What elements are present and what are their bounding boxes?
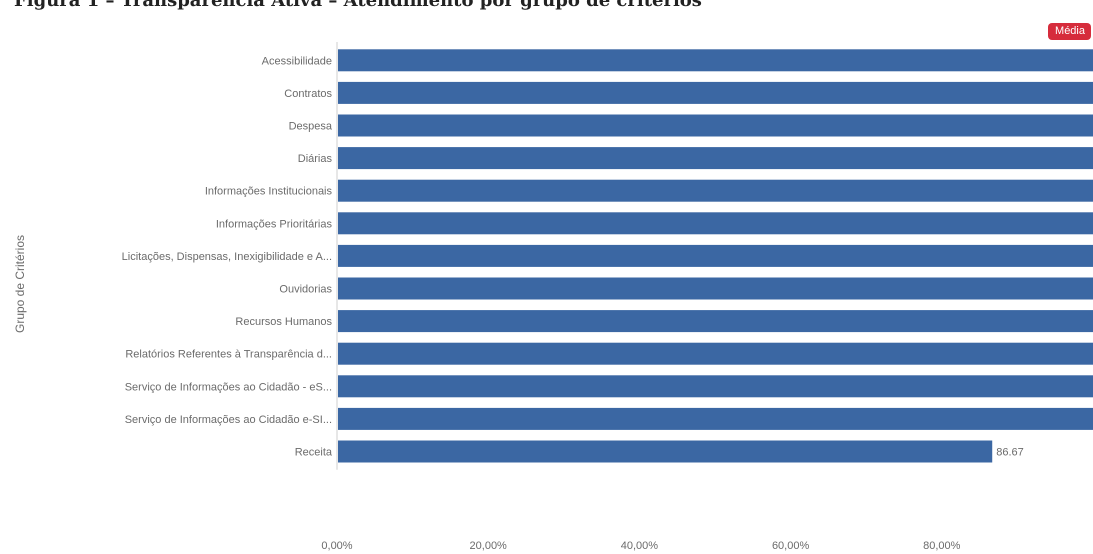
bar (338, 49, 1093, 72)
category-label: Contratos (284, 88, 332, 100)
legend-badge[interactable]: Média (1048, 23, 1091, 40)
y-axis-title: Grupo de Critérios (13, 235, 27, 333)
bar (338, 179, 1093, 202)
category-label: Acessibilidade (262, 55, 332, 67)
category-label: Receita (295, 447, 333, 459)
x-tick-label: 40,00% (621, 540, 659, 552)
page-title: Figura 1 – Transparência Ativa – Atendim… (14, 0, 702, 11)
category-label: Despesa (289, 121, 333, 133)
bar-value-label: 86.67 (996, 447, 1024, 459)
category-label: Recursos Humanos (235, 316, 332, 328)
x-tick-label: 80,00% (923, 540, 961, 552)
bar (338, 310, 1093, 333)
category-label: Ouvidorias (279, 284, 332, 296)
x-tick-label: 0,00% (321, 540, 352, 552)
category-label: Informações Institucionais (205, 186, 333, 198)
bar (338, 114, 1093, 137)
category-label: Relatórios Referentes à Transparência d.… (125, 349, 332, 361)
category-label: Serviço de Informações ao Cidadão - eS..… (125, 381, 332, 393)
category-label-group: Acessibilidade Contratos Despesa Diárias Inf… (122, 55, 333, 458)
bar (338, 407, 1093, 430)
x-tick-label: 60,00% (772, 540, 810, 552)
bar (338, 277, 1093, 300)
bar-group (338, 49, 1093, 463)
x-tick-group: 0,00% 20,00% 40,00% 60,00% 80,00% (321, 540, 960, 552)
category-label: Diárias (298, 153, 333, 165)
category-label: Serviço de Informações ao Cidadão e-SI..… (125, 414, 332, 426)
bar (338, 342, 1093, 365)
bar (338, 244, 1093, 267)
value-label-group: 86.67 (996, 447, 1024, 459)
category-label: Informações Prioritárias (216, 218, 333, 230)
x-tick-label: 20,00% (470, 540, 508, 552)
bar (338, 147, 1093, 170)
bar (338, 375, 1093, 398)
bar (338, 212, 1093, 235)
bar (338, 440, 993, 463)
category-label: Licitações, Dispensas, Inexigibilidade e… (122, 251, 332, 263)
bar (338, 81, 1093, 104)
